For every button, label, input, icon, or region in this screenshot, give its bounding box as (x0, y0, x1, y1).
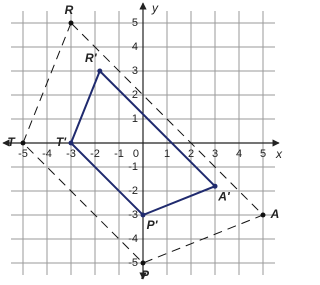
vertex (97, 68, 103, 74)
x-tick-label: -1 (114, 148, 124, 160)
vertex-label: A (270, 207, 280, 221)
x-tick-label: 5 (260, 148, 266, 160)
vertex (20, 140, 26, 146)
vertex-label: R' (85, 51, 98, 65)
x-tick-label: -4 (42, 148, 52, 160)
vertex-label: P (141, 268, 150, 282)
x-tick-label: -3 (66, 148, 76, 160)
vertex (68, 140, 74, 146)
vertex (140, 260, 146, 266)
vertex (68, 20, 74, 26)
x-tick-label: 0 (133, 148, 139, 160)
y-tick-label: -2 (128, 185, 138, 197)
x-tick-label: -2 (90, 148, 100, 160)
y-tick-label: 1 (132, 113, 138, 125)
vertex (260, 212, 266, 218)
y-tick-label: -5 (128, 257, 138, 269)
x-tick-label: 3 (212, 148, 218, 160)
vertex-label: R (65, 3, 74, 17)
y-axis-label: y (151, 1, 159, 15)
y-tick-label: 5 (132, 17, 138, 29)
x-axis-label: x (275, 147, 283, 161)
y-tick-label: -3 (128, 209, 138, 221)
vertex-label: T (7, 135, 16, 149)
y-tick-label: -4 (128, 233, 138, 245)
y-tick-label: -1 (128, 161, 138, 173)
vertex-label: P' (147, 218, 159, 232)
x-tick-label: 2 (188, 148, 194, 160)
y-tick-label: 2 (132, 89, 138, 101)
x-tick-label: 4 (236, 148, 242, 160)
vertex (212, 183, 218, 189)
chart: x y -5 -4 -3 -2 -1 0 1 2 3 4 5-5-4-3-2-112345RTPAR… (2, 1, 283, 282)
vertex-label: A' (217, 189, 231, 203)
x-tick-label: -5 (18, 148, 28, 160)
y-tick-label: 4 (132, 41, 138, 53)
y-tick-label: 3 (132, 65, 138, 77)
polygon (22, 22, 264, 264)
vertex-label: T' (56, 135, 67, 149)
x-tick-label: 1 (164, 148, 170, 160)
vertex (140, 212, 146, 218)
